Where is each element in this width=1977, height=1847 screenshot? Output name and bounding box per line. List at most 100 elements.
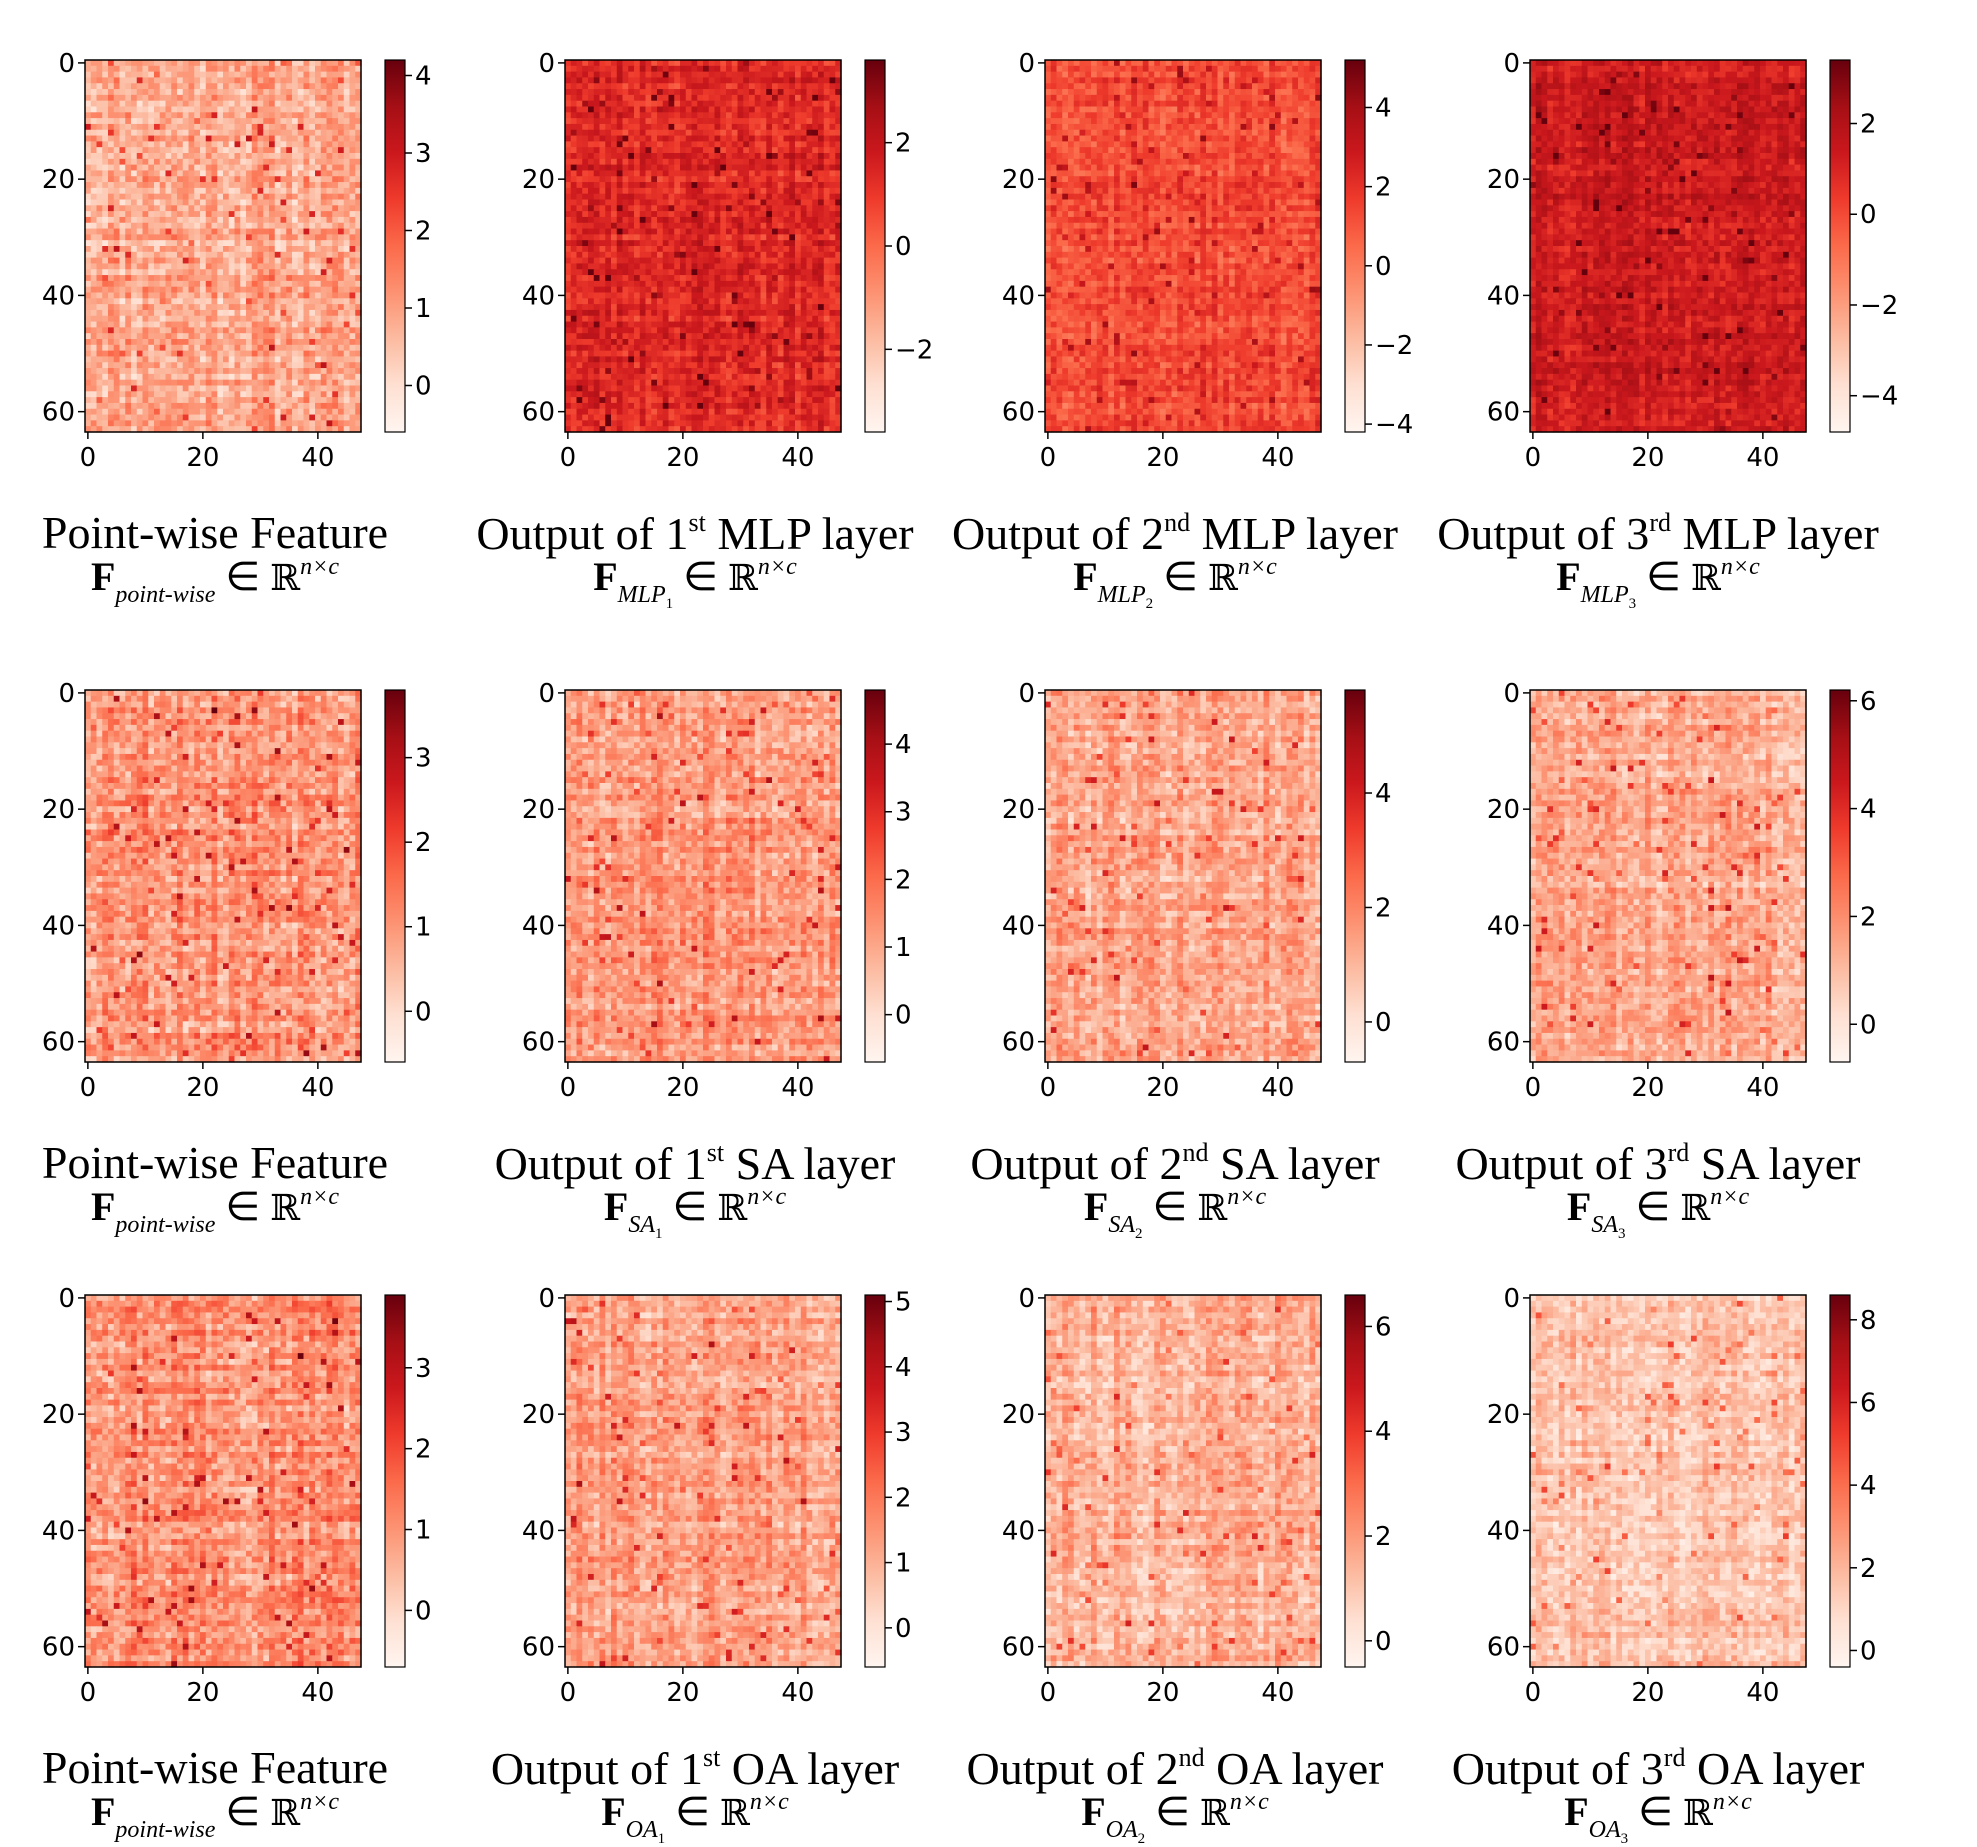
heatmap-cell — [91, 211, 97, 217]
heatmap-cell — [252, 170, 258, 176]
heatmap-cell — [166, 281, 172, 287]
heatmap-cell — [571, 159, 577, 165]
heatmap-cell — [263, 386, 269, 392]
heatmap-cell — [131, 304, 137, 310]
heatmap-cell — [669, 223, 675, 229]
heatmap-cell — [761, 182, 767, 188]
heatmap-cell — [114, 351, 120, 357]
heatmap-cell — [120, 345, 126, 351]
heatmap-cell — [738, 147, 744, 153]
heatmap-cell — [807, 159, 813, 165]
heatmap-cell — [143, 124, 149, 130]
heatmap-cell — [680, 147, 686, 153]
heatmap-cell — [131, 170, 137, 176]
heatmap-cell — [120, 165, 126, 171]
heatmap-cell — [588, 95, 594, 101]
heatmap-cell — [240, 420, 246, 426]
heatmap-cell — [217, 107, 223, 113]
heatmap-cell — [171, 263, 177, 269]
heatmap-cell — [240, 240, 246, 246]
heatmap-cell — [594, 211, 600, 217]
heatmap-cell — [674, 223, 680, 229]
heatmap-cell — [315, 409, 321, 415]
heatmap-cell — [114, 229, 120, 235]
heatmap-cell — [812, 136, 818, 142]
heatmap-cell — [686, 112, 692, 118]
heatmap-cell — [807, 240, 813, 246]
heatmap-cell — [715, 60, 721, 66]
heatmap-cell — [588, 269, 594, 275]
heatmap-cell — [772, 118, 778, 124]
heatmap-cell — [189, 368, 195, 374]
heatmap-cell — [235, 240, 241, 246]
heatmap-cell — [755, 112, 761, 118]
heatmap-cell — [715, 95, 721, 101]
heatmap-cell — [171, 66, 177, 72]
heatmap-cell — [281, 165, 287, 171]
heatmap-cell — [120, 293, 126, 299]
heatmap-cell — [646, 101, 652, 107]
heatmap-cell — [755, 101, 761, 107]
heatmap-cell — [350, 345, 356, 351]
heatmap-cell — [605, 77, 611, 83]
heatmap-cell — [605, 240, 611, 246]
heatmap-cell — [160, 170, 166, 176]
heatmap-cell — [327, 89, 333, 95]
heatmap-cell — [611, 77, 617, 83]
heatmap-cell — [807, 112, 813, 118]
heatmap-cell — [350, 298, 356, 304]
heatmap-cell — [91, 380, 97, 386]
heatmap-cell — [154, 298, 160, 304]
heatmap-cell — [720, 182, 726, 188]
heatmap-cell — [125, 304, 131, 310]
heatmap-cell — [131, 345, 137, 351]
heatmap-cell — [338, 176, 344, 182]
heatmap-cell — [114, 205, 120, 211]
heatmap-cell — [137, 141, 143, 147]
heatmap-cell — [338, 310, 344, 316]
heatmap-cell — [795, 269, 801, 275]
heatmap-cell — [246, 112, 252, 118]
heatmap-cell — [200, 287, 206, 293]
heatmap-cell — [154, 141, 160, 147]
heatmap-cell — [269, 89, 275, 95]
heatmap-cell — [577, 234, 583, 240]
heatmap-cell — [715, 200, 721, 206]
heatmap-cell — [743, 130, 749, 136]
heatmap-cell — [738, 170, 744, 176]
heatmap-cell — [628, 200, 634, 206]
heatmap-cell — [321, 223, 327, 229]
heatmap-cell — [85, 107, 91, 113]
heatmap-cell — [646, 223, 652, 229]
heatmap-cell — [657, 188, 663, 194]
heatmap-cell — [617, 72, 623, 78]
heatmap-cell — [680, 258, 686, 264]
heatmap-cell — [749, 72, 755, 78]
heatmap-cell — [183, 339, 189, 345]
heatmap-cell — [761, 101, 767, 107]
heatmap-cell — [154, 188, 160, 194]
heatmap-cell — [166, 310, 172, 316]
heatmap-cell — [623, 107, 629, 113]
heatmap-cell — [286, 409, 292, 415]
heatmap-cell — [252, 118, 258, 124]
heatmap-cell — [240, 409, 246, 415]
heatmap-cell — [91, 77, 97, 83]
heatmap-cell — [263, 159, 269, 165]
heatmap-cell — [206, 240, 212, 246]
heatmap-cell — [160, 165, 166, 171]
heatmap-cell — [674, 275, 680, 281]
heatmap-cell — [183, 141, 189, 147]
heatmap-cell — [125, 246, 131, 252]
heatmap-cell — [183, 345, 189, 351]
heatmap-cell — [114, 374, 120, 380]
heatmap-cell — [217, 356, 223, 362]
heatmap-cell — [646, 72, 652, 78]
heatmap-cell — [143, 141, 149, 147]
heatmap-cell — [183, 298, 189, 304]
heatmap-cell — [755, 130, 761, 136]
heatmap-cell — [246, 368, 252, 374]
heatmap-cell — [212, 234, 218, 240]
heatmap-cell — [332, 101, 338, 107]
heatmap-cell — [663, 60, 669, 66]
